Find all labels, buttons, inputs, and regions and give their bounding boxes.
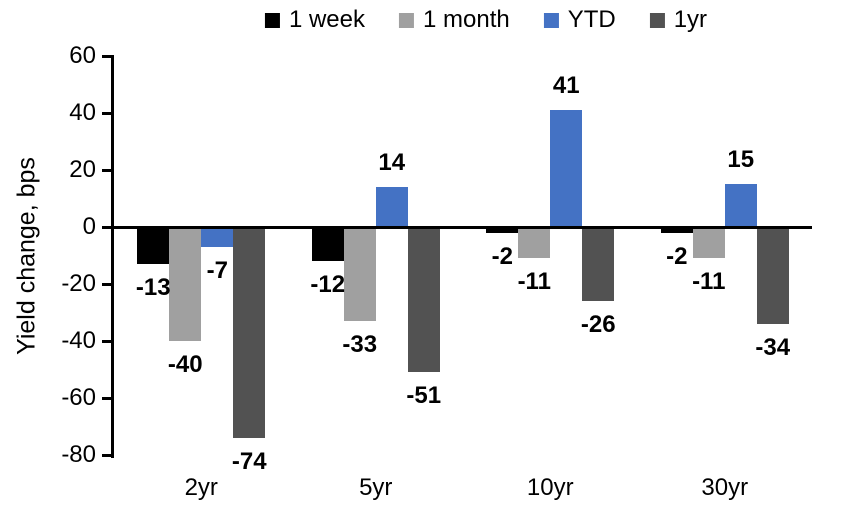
bar-1-month-5yr	[343, 227, 376, 322]
y-tick-label: 40	[69, 99, 96, 126]
bar-ytd-10yr	[550, 110, 583, 227]
bar-1-week-2yr	[137, 227, 170, 265]
bar-value-label: -12	[310, 271, 346, 299]
bar-value-label: 15	[727, 146, 755, 174]
bar-value-label: -26	[580, 311, 616, 339]
bar-ytd-2yr	[201, 227, 234, 247]
bar-value-label: 41	[552, 72, 580, 100]
y-axis-title: Yield change, bps	[12, 157, 41, 355]
legend-swatch-1-month	[398, 12, 414, 28]
y-axis-tick	[102, 226, 111, 229]
y-axis-line	[111, 55, 114, 458]
x-category-label: 2yr	[184, 474, 218, 501]
y-tick-label: -20	[61, 270, 96, 297]
bar-value-label: -51	[406, 382, 442, 410]
bar-1-month-10yr	[518, 227, 551, 259]
y-axis-tick	[102, 397, 111, 400]
y-tick-label: 60	[69, 42, 96, 69]
legend-label: 1 month	[422, 6, 510, 33]
bar-value-label: -11	[517, 268, 551, 296]
y-tick-label: 20	[69, 156, 96, 183]
legend-label: 1 week	[288, 6, 365, 33]
x-category-label: 30yr	[701, 474, 749, 501]
y-axis-tick	[102, 169, 111, 172]
legend-item-1-week: 1 week	[264, 6, 365, 34]
bar-1yr-5yr	[407, 227, 440, 373]
bar-value-label: -2	[666, 242, 688, 270]
bar-value-label: -7	[206, 256, 228, 284]
y-tick-label: -60	[61, 384, 96, 411]
bar-value-label: -40	[167, 351, 203, 378]
bar-1yr-30yr	[756, 227, 789, 324]
legend-item-1yr: 1yr	[649, 6, 708, 34]
bar-value-label: -2	[491, 242, 513, 270]
legend-label: 1yr	[673, 6, 708, 33]
bar-value-label: -74	[231, 447, 267, 475]
y-axis-tick	[102, 112, 111, 115]
bar-1yr-2yr	[233, 227, 266, 438]
legend-item-ytd: YTD	[543, 6, 616, 34]
legend-swatch-1-week	[264, 12, 280, 28]
bar-1-week-10yr	[486, 227, 519, 233]
bar-1-month-30yr	[692, 227, 725, 259]
bar-1-month-2yr	[169, 227, 202, 341]
bar-ytd-5yr	[375, 187, 408, 227]
bar-value-label: -33	[342, 331, 378, 359]
bar-1-week-30yr	[660, 227, 693, 233]
bar-ytd-30yr	[724, 184, 757, 227]
bar-value-label: -11	[692, 268, 726, 296]
x-category-label: 5yr	[359, 474, 393, 501]
legend-label: YTD	[567, 6, 616, 33]
y-tick-label: 0	[82, 213, 96, 240]
legend-swatch-1yr	[649, 12, 665, 28]
y-axis-tick	[102, 283, 111, 286]
chart-legend: 1 week 1 month YTD 1yr	[264, 6, 708, 34]
bar-1yr-10yr	[582, 227, 615, 302]
legend-item-1-month: 1 month	[398, 6, 510, 34]
legend-swatch-ytd	[543, 12, 559, 28]
x-axis-line	[111, 226, 812, 229]
bar-value-label: -34	[755, 333, 791, 361]
y-tick-label: -80	[61, 441, 96, 468]
x-category-label: 10yr	[526, 474, 574, 501]
y-axis-tick	[102, 340, 111, 343]
y-axis-tick	[102, 55, 111, 58]
y-tick-label: -40	[61, 327, 96, 354]
bar-1-week-5yr	[311, 227, 344, 262]
bar-value-label: 14	[378, 149, 406, 177]
bar-value-label: -13	[135, 274, 171, 302]
y-axis-tick	[102, 454, 111, 457]
